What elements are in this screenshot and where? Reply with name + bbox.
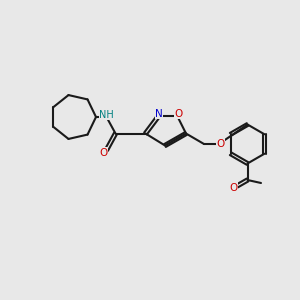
Text: O: O <box>216 139 225 149</box>
Text: O: O <box>229 183 238 193</box>
Text: O: O <box>99 148 108 158</box>
Text: NH: NH <box>99 110 114 120</box>
Text: O: O <box>174 109 183 119</box>
Text: N: N <box>155 109 163 119</box>
